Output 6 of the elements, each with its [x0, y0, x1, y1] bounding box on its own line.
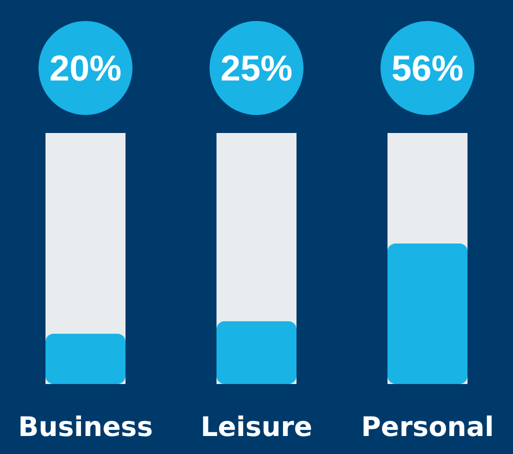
x-tick-label: Business: [18, 412, 153, 443]
x-tick-label: Personal: [361, 412, 494, 443]
data-label: 20%: [49, 48, 122, 88]
data-label: 56%: [391, 48, 464, 88]
x-tick-label: Leisure: [200, 412, 312, 443]
data-label: 25%: [220, 48, 293, 88]
